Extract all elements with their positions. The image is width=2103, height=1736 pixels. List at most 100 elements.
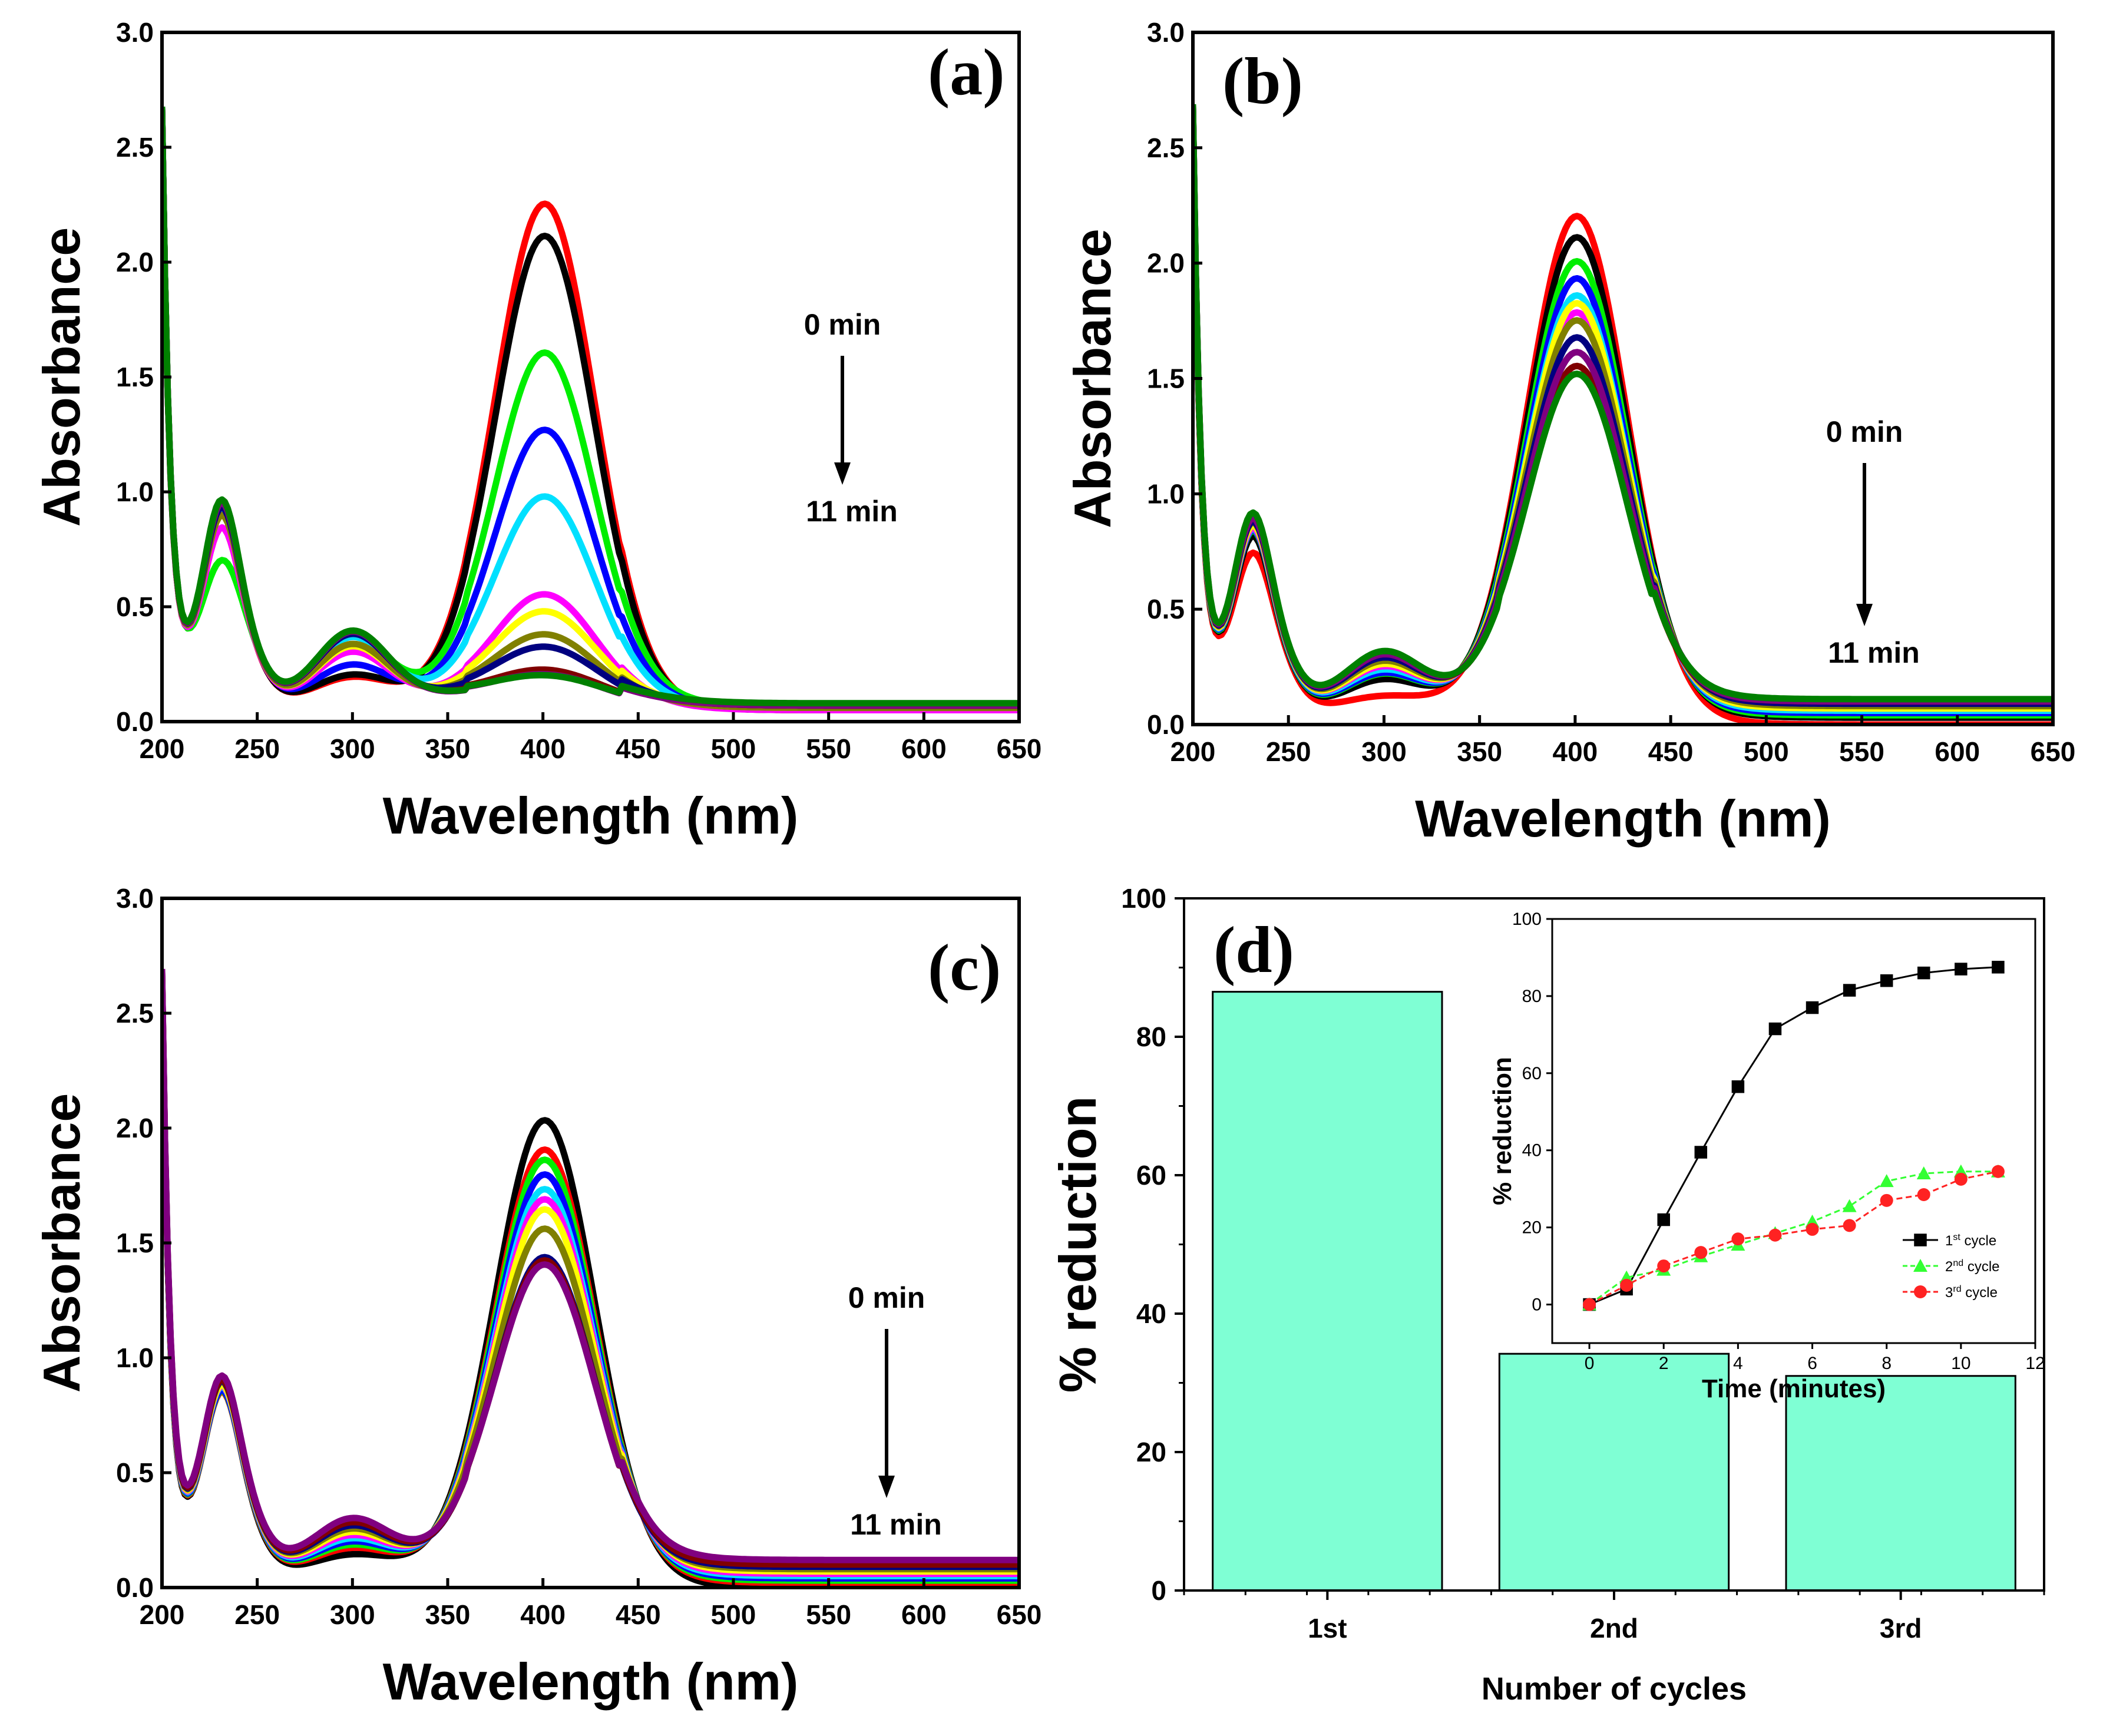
x-tick-label: 500 [711, 1599, 756, 1630]
inset-marker-square [1731, 1080, 1745, 1093]
panel-label: (d) [1213, 914, 1294, 987]
inset-marker-square [1914, 1234, 1927, 1246]
y-axis-title: Absorbance [1063, 229, 1122, 528]
x-tick-label: 200 [140, 1599, 185, 1630]
inset-marker-circle [1620, 1278, 1634, 1292]
inset-x-tick-label: 0 [1585, 1354, 1595, 1373]
y-axis-title: % reduction [1049, 1096, 1107, 1393]
panel-label: (b) [1222, 45, 1303, 118]
y-tick-label: 0.0 [1147, 709, 1185, 740]
inset-marker-square [1657, 1213, 1670, 1226]
x-tick-label: 400 [1553, 736, 1598, 767]
x-tick-label: 550 [806, 733, 851, 764]
inset-marker-square [1806, 1001, 1819, 1014]
time-arrow-head [878, 1476, 895, 1498]
inset-marker-triangle [1916, 1166, 1931, 1179]
inset-series-line [1589, 1170, 1998, 1305]
x-tick-label: 350 [1457, 736, 1502, 767]
inset-marker-circle [1954, 1172, 1968, 1186]
inset-marker-square [1768, 1022, 1782, 1036]
series-group [162, 106, 1019, 713]
x-tick-label: 550 [806, 1599, 851, 1630]
inset-marker-triangle [1879, 1174, 1894, 1188]
x-tick-label: 650 [2031, 736, 2076, 767]
panel-a: 200 250 300 350 400 450 500 550 600 650 0.0 0.5 1.0 1… [32, 17, 1041, 845]
x-tick-label: 650 [997, 733, 1042, 764]
inset-marker-circle [1880, 1193, 1893, 1207]
inset-marker-circle [1843, 1219, 1856, 1232]
y-tick-label: 1.0 [1147, 478, 1185, 509]
legend-rest: cycle [1962, 1285, 1998, 1301]
x-tick-label: 300 [330, 1599, 375, 1630]
y-tick-label: 60 [1136, 1160, 1166, 1191]
y-tick-label: 0.0 [116, 706, 154, 737]
series-line-10-min [162, 968, 1019, 1563]
inset-series-3: 3rd cycle [1583, 1165, 2005, 1311]
x-tick-label: 3rd [1880, 1613, 1922, 1644]
x-tick-label: 400 [520, 1599, 566, 1630]
inset-x-tick-label: 2 [1659, 1354, 1669, 1373]
series-group [1193, 104, 2053, 725]
x-axis-title: Wavelength (nm) [383, 786, 799, 845]
x-tick-label: 200 [140, 733, 185, 764]
series-line-0-min [162, 980, 1019, 1588]
x-tick-label: 250 [234, 733, 280, 764]
x-axis-title: Number of cycles [1482, 1671, 1747, 1707]
legend-label: 3rd cycle [1945, 1284, 1998, 1301]
panel-c: 200 250 300 350 400 450 500 550 600 650 0.0 0.5 1.0 1… [32, 883, 1041, 1711]
inset-y-tick-label: 40 [1522, 1141, 1542, 1160]
y-tick-label: 1.5 [1147, 363, 1185, 394]
x-tick-label: 350 [425, 1599, 471, 1630]
y-tick-label: 1.0 [116, 477, 154, 507]
y-tick-label: 2.0 [1147, 248, 1185, 279]
annotation-start: 0 min [1826, 415, 1903, 448]
annotation-start: 0 min [848, 1281, 925, 1314]
legend-suffix: st [1953, 1232, 1960, 1242]
y-tick-label: 0.5 [116, 591, 154, 622]
y-tick-label: 2.5 [116, 998, 154, 1029]
inset-marker-circle [1694, 1246, 1708, 1259]
inset-x-tick-label: 12 [2025, 1354, 2045, 1373]
inset-marker-square [1992, 961, 2005, 974]
y-tick-label: 3.0 [116, 17, 154, 48]
inset-y-tick-label: 20 [1522, 1218, 1542, 1238]
y-tick-label: 80 [1136, 1021, 1166, 1052]
legend-suffix: rd [1953, 1284, 1961, 1294]
y-tick-label: 1.5 [116, 362, 154, 392]
x-tick-label: 350 [425, 733, 471, 764]
x-tick-label: 250 [234, 1599, 280, 1630]
inset-marker-circle [1917, 1188, 1930, 1201]
inset-marker-circle [1583, 1298, 1596, 1311]
inset-marker-square [1843, 984, 1856, 997]
x-tick-label: 2nd [1590, 1613, 1638, 1644]
inset-marker-square [1880, 974, 1893, 987]
x-tick-label: 300 [330, 733, 375, 764]
annotation-end: 11 min [806, 495, 898, 528]
x-axis-title: Wavelength (nm) [1415, 789, 1831, 848]
y-tick-label: 100 [1121, 883, 1166, 914]
x-tick-label: 450 [1648, 736, 1694, 767]
x-tick-label: 1st [1308, 1613, 1347, 1644]
inset-marker-circle [1657, 1259, 1671, 1273]
inset-marker-circle [1768, 1228, 1782, 1242]
x-tick-label: 500 [711, 733, 756, 764]
panel-b: 200 250 300 350 400 450 500 550 600 650 0.0 0.5 1.0 1… [1063, 17, 2075, 848]
inset-marker-circle [1991, 1165, 2005, 1178]
inset-y-tick-label: 80 [1522, 987, 1542, 1006]
legend-rest: cycle [1963, 1259, 1999, 1275]
y-tick-label: 3.0 [116, 883, 154, 914]
panel-label: (c) [928, 931, 1001, 1004]
inset-x-axis-title: Time (minutes) [1702, 1374, 1886, 1403]
x-tick-label: 250 [1266, 736, 1311, 767]
time-arrow-head [1856, 604, 1873, 626]
x-tick-label: 600 [901, 1599, 947, 1630]
legend-number: 1 [1945, 1233, 1953, 1249]
y-tick-label: 0 [1151, 1575, 1166, 1606]
legend-number: 3 [1945, 1285, 1953, 1301]
y-tick-label: 20 [1136, 1437, 1166, 1467]
inset-marker-square [1694, 1146, 1708, 1159]
inset-marker-triangle [1913, 1259, 1927, 1272]
panel-label: (a) [928, 36, 1005, 109]
inset-y-tick-label: 60 [1522, 1064, 1542, 1083]
